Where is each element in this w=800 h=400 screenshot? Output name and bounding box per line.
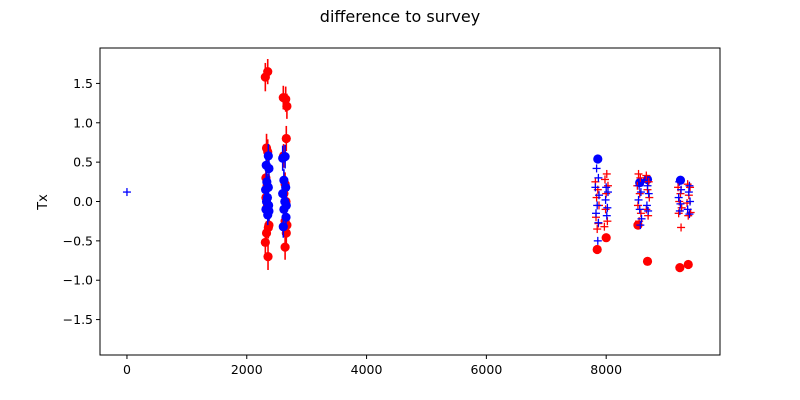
data-point: [280, 242, 290, 252]
y-tick-label: −1.0: [63, 273, 93, 288]
data-point-plus: [642, 171, 651, 180]
data-marks: [122, 59, 695, 273]
data-point: [280, 152, 290, 162]
data-point: [263, 252, 273, 262]
data-point: [261, 185, 271, 195]
data-point-plus: [635, 205, 644, 214]
data-point-plus: [686, 197, 695, 206]
data-point-plus: [674, 193, 683, 202]
data-point-plus: [643, 181, 652, 190]
data-point: [592, 244, 602, 255]
x-tick-label: 6000: [470, 362, 502, 377]
data-point-plus: [601, 195, 610, 204]
x-tick-label: 4000: [351, 362, 383, 377]
data-point: [642, 256, 653, 266]
y-tick-label: −0.5: [63, 233, 93, 248]
data-point: [264, 163, 274, 174]
data-point-plus: [642, 201, 651, 210]
data-point-plus: [594, 191, 603, 200]
data-point-plus: [592, 209, 600, 218]
data-point-plus: [600, 175, 609, 184]
data-point-plus: [593, 225, 602, 234]
data-point-plus: [644, 177, 653, 186]
data-point: [281, 94, 291, 104]
x-tick-label: 0: [123, 362, 131, 377]
data-point: [279, 204, 289, 214]
data-point: [675, 263, 685, 273]
data-point-plus: [635, 181, 644, 190]
data-point: [282, 101, 292, 111]
data-point-plus: [634, 195, 643, 204]
data-point-plus: [636, 173, 645, 182]
y-axis-label: Tx: [36, 194, 51, 211]
data-point: [263, 67, 273, 77]
data-point: [683, 259, 693, 270]
y-tick-label: 0.5: [73, 155, 93, 170]
data-point-plus: [591, 183, 600, 192]
data-point-plus: [602, 211, 611, 220]
y-tick-label: −1.5: [63, 312, 93, 327]
data-point-plus: [593, 201, 602, 210]
series-blue-circles-errorbars: [261, 144, 291, 238]
data-point-plus: [594, 173, 603, 182]
data-point-plus: [636, 221, 645, 230]
data-point-plus: [685, 210, 694, 219]
data-point-plus: [637, 214, 646, 223]
data-point-plus: [677, 185, 686, 194]
data-point-plus: [676, 199, 685, 208]
data-point-plus: [594, 218, 603, 227]
data-point-plus: [675, 177, 684, 186]
data-point-plus: [601, 205, 610, 214]
y-tick-label: 0.0: [73, 194, 93, 209]
data-point: [264, 206, 274, 216]
data-point-plus: [603, 188, 612, 197]
data-point-plus: [602, 183, 611, 192]
y-axis: −1.5 −1.0 −0.5 0.0 0.5 1.0 1.5: [63, 76, 100, 327]
data-point-plus: [634, 169, 643, 178]
data-point: [593, 154, 603, 164]
data-point-plus: [603, 203, 612, 212]
data-point-plus: [684, 188, 693, 197]
data-point: [281, 133, 291, 144]
data-point-plus: [644, 206, 653, 215]
x-axis: 0 2000 4000 6000 8000: [123, 355, 622, 377]
x-tick-label: 2000: [231, 362, 263, 377]
data-point: [601, 233, 611, 243]
data-point-plus: [602, 169, 611, 178]
data-point: [263, 151, 273, 161]
data-point: [675, 175, 686, 185]
data-point: [264, 220, 274, 230]
data-point-plus: [600, 222, 609, 231]
data-point-plus: [593, 236, 602, 245]
series-blue-plus: [122, 164, 695, 245]
data-point-plus: [683, 205, 692, 214]
data-point-plus: [644, 189, 653, 198]
data-point-plus: [122, 188, 131, 197]
data-point-plus: [592, 164, 601, 173]
y-tick-label: 1.5: [73, 76, 93, 91]
plot-area: [99, 47, 721, 356]
data-point-plus: [636, 188, 645, 197]
data-point: [278, 222, 288, 232]
data-point-plus: [677, 223, 686, 232]
data-point-plus: [675, 206, 684, 215]
x-tick-label: 8000: [590, 362, 622, 377]
chart-title: difference to survey: [320, 7, 480, 26]
data-point-plus: [635, 189, 644, 198]
y-tick-label: 1.0: [73, 115, 93, 130]
